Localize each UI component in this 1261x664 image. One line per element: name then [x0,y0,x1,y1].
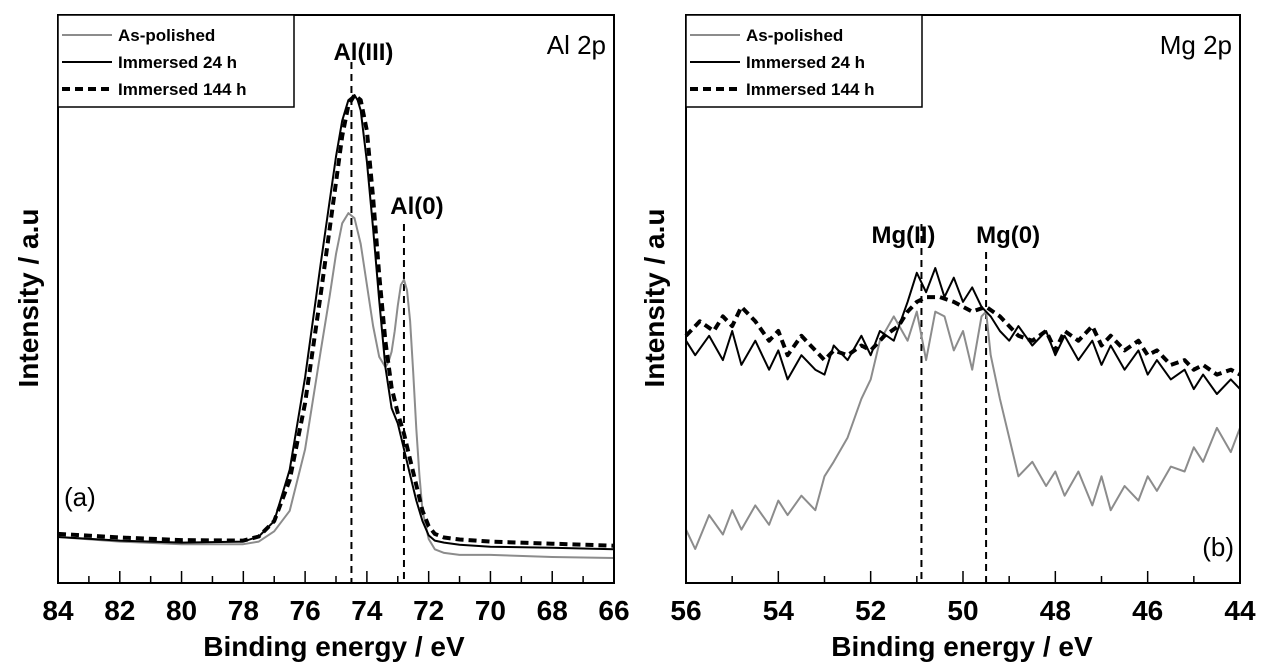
panel-title-al: Al 2p [547,30,606,60]
panel-letter-b: (b) [1202,532,1234,562]
legend-label-as-polished: As-polished [746,26,843,45]
x-tick-label: 56 [670,595,701,626]
x-tick-label: 44 [1224,595,1256,626]
peak-label: Al(III) [333,39,393,66]
plot-area-mg: 56 54 52 50 48 46 44 Mg(II) Mg(0) [670,222,1256,626]
x-tick-label: 54 [763,595,795,626]
panel-mg-2p: Intensity / a.u Binding energy / eV Mg 2… [639,15,1256,662]
y-axis-title-al: Intensity / a.u [13,209,44,388]
y-axis-title-mg: Intensity / a.u [639,209,670,388]
legend-label-immersed-24h: Immersed 24 h [118,53,237,72]
x-axis-title-mg: Binding energy / eV [831,631,1093,662]
x-tick-label: 82 [104,595,135,626]
x-tick-label: 78 [228,595,259,626]
x-tick-label: 76 [290,595,321,626]
x-tick-label: 84 [42,595,74,626]
series-line-as-polished [58,213,614,558]
legend-label-immersed-24h: Immersed 24 h [746,53,865,72]
x-tick-label: 46 [1132,595,1163,626]
peak-label: Mg(II) [871,222,935,249]
panel-letter-a: (a) [64,482,96,512]
panel-title-mg: Mg 2p [1160,30,1232,60]
x-tick-label: 70 [475,595,506,626]
peak-label: Mg(0) [976,222,1040,249]
x-tick-label: 80 [166,595,197,626]
panel-al-2p: Intensity / a.u Binding energy / eV Al 2… [13,15,630,662]
x-axis-title-al: Binding energy / eV [203,631,465,662]
peak-label: Al(0) [390,193,443,220]
legend-al: As-polished Immersed 24 h Immersed 144 h [58,15,294,107]
series-line-as-polished [686,312,1240,549]
x-tick-label: 74 [351,595,383,626]
legend-label-as-polished: As-polished [118,26,215,45]
legend-mg: As-polished Immersed 24 h Immersed 144 h [686,15,922,107]
x-tick-label: 68 [537,595,568,626]
x-tick-label: 72 [413,595,444,626]
x-tick-label: 52 [855,595,886,626]
legend-label-immersed-144h: Immersed 144 h [118,80,247,99]
legend-label-immersed-144h: Immersed 144 h [746,80,875,99]
x-tick-label: 50 [947,595,978,626]
x-tick-label: 48 [1040,595,1071,626]
plot-area-al: 84 82 80 78 76 74 72 70 68 66 Al(III) Al(0) [42,39,629,626]
series-line-immersed-24-h [58,95,614,549]
x-tick-label: 66 [598,595,629,626]
series-line-immersed-144-h [686,297,1240,375]
